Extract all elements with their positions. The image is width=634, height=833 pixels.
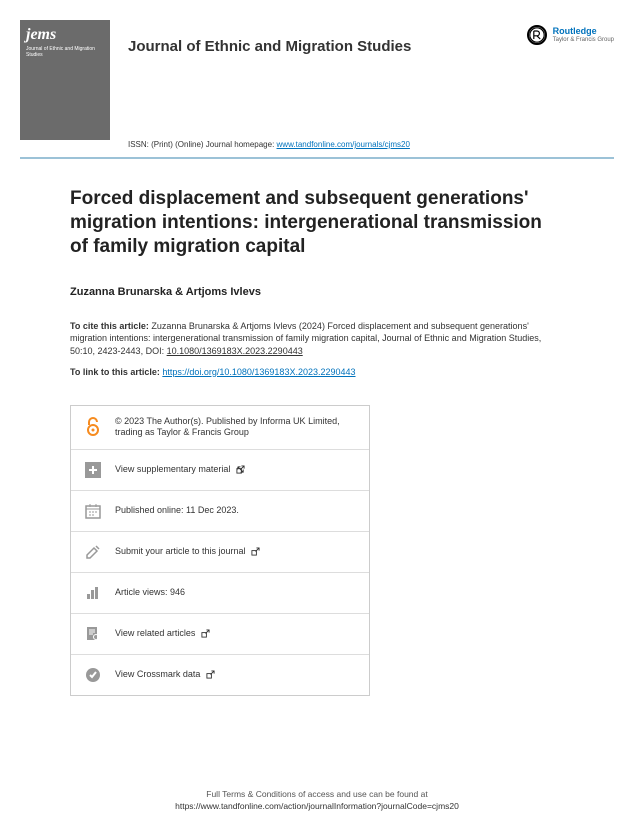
- views-text: Article views: 946: [115, 587, 357, 599]
- external-link-icon: [236, 465, 245, 474]
- external-link-icon: [206, 670, 215, 679]
- routledge-icon: [527, 25, 547, 45]
- supplementary-text: View supplementary material: [115, 464, 357, 476]
- publisher-text: Routledge Taylor & Francis Group: [553, 27, 614, 43]
- cite-label: To cite this article:: [70, 321, 151, 331]
- crossmark-text: View Crossmark data: [115, 669, 357, 681]
- supplementary-label: View supplementary material: [115, 464, 230, 474]
- meta-box: © 2023 The Author(s). Published by Infor…: [70, 405, 370, 696]
- crossmark-icon: [83, 665, 103, 685]
- document-search-icon: [83, 624, 103, 644]
- publisher-name: Routledge: [553, 27, 614, 37]
- doi-link[interactable]: 10.1080/1369183X.2023.2290443: [167, 346, 303, 356]
- published-text: Published online: 11 Dec 2023.: [115, 505, 357, 517]
- cover-subtitle: Journal of Ethnic and Migration Studies: [26, 46, 104, 58]
- submit-label: Submit your article to this journal: [115, 546, 246, 556]
- meta-published-row: Published online: 11 Dec 2023.: [71, 491, 369, 532]
- citation-block: To cite this article: Zuzanna Brunarska …: [70, 320, 564, 356]
- meta-related-row[interactable]: View related articles: [71, 614, 369, 655]
- meta-views-row: Article views: 946: [71, 573, 369, 614]
- article-authors: Zuzanna Brunarska & Artjoms Ivlevs: [70, 286, 564, 298]
- meta-copyright-row: © 2023 The Author(s). Published by Infor…: [71, 406, 369, 450]
- issn-line: ISSN: (Print) (Online) Journal homepage:…: [128, 140, 634, 149]
- crossmark-label: View Crossmark data: [115, 669, 200, 679]
- external-link-icon: [251, 547, 260, 556]
- link-block: To link to this article: https://doi.org…: [70, 367, 564, 377]
- footer-link[interactable]: https://www.tandfonline.com/action/journ…: [175, 801, 459, 811]
- open-access-icon: [83, 417, 103, 437]
- related-label: View related articles: [115, 628, 195, 638]
- meta-submit-row[interactable]: Submit your article to this journal: [71, 532, 369, 573]
- publisher-tagline: Taylor & Francis Group: [553, 37, 614, 44]
- journal-cover: jems Journal of Ethnic and Migration Stu…: [20, 20, 110, 140]
- related-text: View related articles: [115, 628, 357, 640]
- footer-line1: Full Terms & Conditions of access and us…: [0, 789, 634, 801]
- barchart-icon: [83, 583, 103, 603]
- header: jems Journal of Ethnic and Migration Stu…: [0, 0, 634, 140]
- copyright-text: © 2023 The Author(s). Published by Infor…: [115, 416, 357, 439]
- calendar-icon: [83, 501, 103, 521]
- plus-icon: [83, 460, 103, 480]
- publisher-logo: Routledge Taylor & Francis Group: [527, 25, 614, 45]
- pencil-icon: [83, 542, 103, 562]
- issn-prefix: ISSN: (Print) (Online) Journal homepage:: [128, 140, 277, 149]
- submit-text: Submit your article to this journal: [115, 546, 357, 558]
- article-title: Forced displacement and subsequent gener…: [70, 187, 564, 258]
- meta-supplementary-row[interactable]: View supplementary material: [71, 450, 369, 491]
- cover-title: jems: [26, 26, 104, 44]
- meta-crossmark-row[interactable]: View Crossmark data: [71, 655, 369, 695]
- article-content: Forced displacement and subsequent gener…: [0, 159, 634, 377]
- homepage-link[interactable]: www.tandfonline.com/journals/cjms20: [277, 140, 410, 149]
- article-link[interactable]: https://doi.org/10.1080/1369183X.2023.22…: [162, 367, 355, 377]
- link-label: To link to this article:: [70, 367, 162, 377]
- footer: Full Terms & Conditions of access and us…: [0, 789, 634, 813]
- external-link-icon: [201, 629, 210, 638]
